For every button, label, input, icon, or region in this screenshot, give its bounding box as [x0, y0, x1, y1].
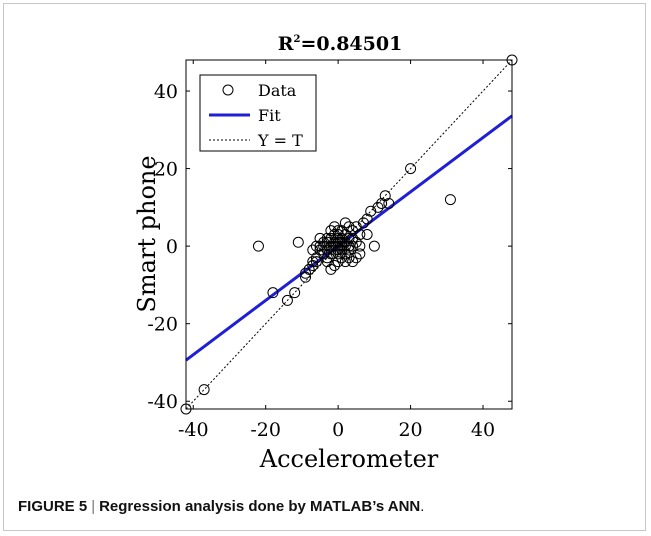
legend: Data Fit Y = T [199, 74, 317, 152]
data-point [321, 256, 333, 268]
figure-label: FIGURE 5 [18, 498, 88, 515]
figure-caption: FIGURE 5 | Regression analysis done by MAT… [18, 498, 424, 515]
data-point [292, 236, 304, 248]
figure-title: Regression analysis done by MATLAB’s ANN [99, 498, 421, 515]
caption-trailing: . [420, 498, 425, 515]
data-point [252, 240, 264, 252]
data-point [343, 244, 355, 256]
data-point [357, 217, 369, 229]
legend-fit-label: Fit [258, 106, 281, 125]
data-point [336, 252, 348, 264]
data-point [372, 201, 384, 213]
data-point [300, 267, 312, 279]
data-point [354, 248, 366, 260]
data-point [321, 252, 333, 264]
x-axis-label: Accelerometer [259, 445, 439, 473]
x-tick-label: -40 [178, 419, 209, 441]
data-point [339, 256, 351, 268]
x-tick-label: 0 [332, 419, 344, 441]
legend-data-label: Data [258, 81, 297, 100]
data-point [310, 256, 322, 268]
chart-title: R2=0.84501 [278, 33, 403, 55]
data-point [347, 232, 359, 244]
data-point [347, 240, 359, 252]
identity-line [185, 59, 513, 410]
data-point [383, 197, 395, 209]
data-point [289, 287, 301, 299]
plot-area [185, 59, 513, 410]
data-point [361, 229, 373, 240]
data-point [347, 256, 359, 268]
y-axis-label: Smart phone [133, 155, 161, 312]
x-tick-label: -20 [250, 419, 281, 441]
chart-title-superscript: 2 [293, 34, 300, 45]
y-tick-label: 40 [154, 81, 178, 103]
data-point [329, 260, 341, 272]
y-tick-label: 20 [154, 159, 178, 181]
data-point [405, 163, 417, 175]
data-point [332, 256, 344, 268]
data-point [343, 221, 355, 233]
data-point [347, 225, 359, 237]
figure-frame [3, 3, 646, 531]
data-point [321, 232, 333, 244]
x-tick-label: 20 [398, 419, 422, 441]
data-point [343, 252, 355, 264]
legend-box [199, 74, 317, 152]
x-tick-label: 40 [471, 419, 495, 441]
data-point [336, 225, 348, 237]
data-point [281, 294, 293, 306]
data-point [321, 236, 333, 248]
data-point [314, 232, 326, 244]
chart-title-value: =0.84501 [300, 33, 402, 55]
data-point [267, 287, 279, 299]
y-tick-label: 0 [166, 236, 178, 258]
data-point [368, 240, 380, 252]
data-point [198, 384, 210, 396]
data-point [318, 236, 330, 248]
y-tick-label: -40 [147, 391, 178, 413]
legend-data-marker [222, 84, 234, 96]
data-point [365, 205, 377, 217]
legend-identity-label: Y = T [257, 131, 303, 150]
y-tick-label: -20 [147, 314, 178, 336]
data-point [444, 194, 456, 206]
data-point [354, 240, 366, 252]
data-point [307, 256, 319, 268]
caption-separator: | [91, 498, 96, 515]
data-point [310, 252, 322, 264]
data-point [350, 252, 362, 264]
data-point [354, 229, 366, 240]
chart-title-prefix: R [278, 33, 294, 55]
data-point [332, 229, 344, 240]
